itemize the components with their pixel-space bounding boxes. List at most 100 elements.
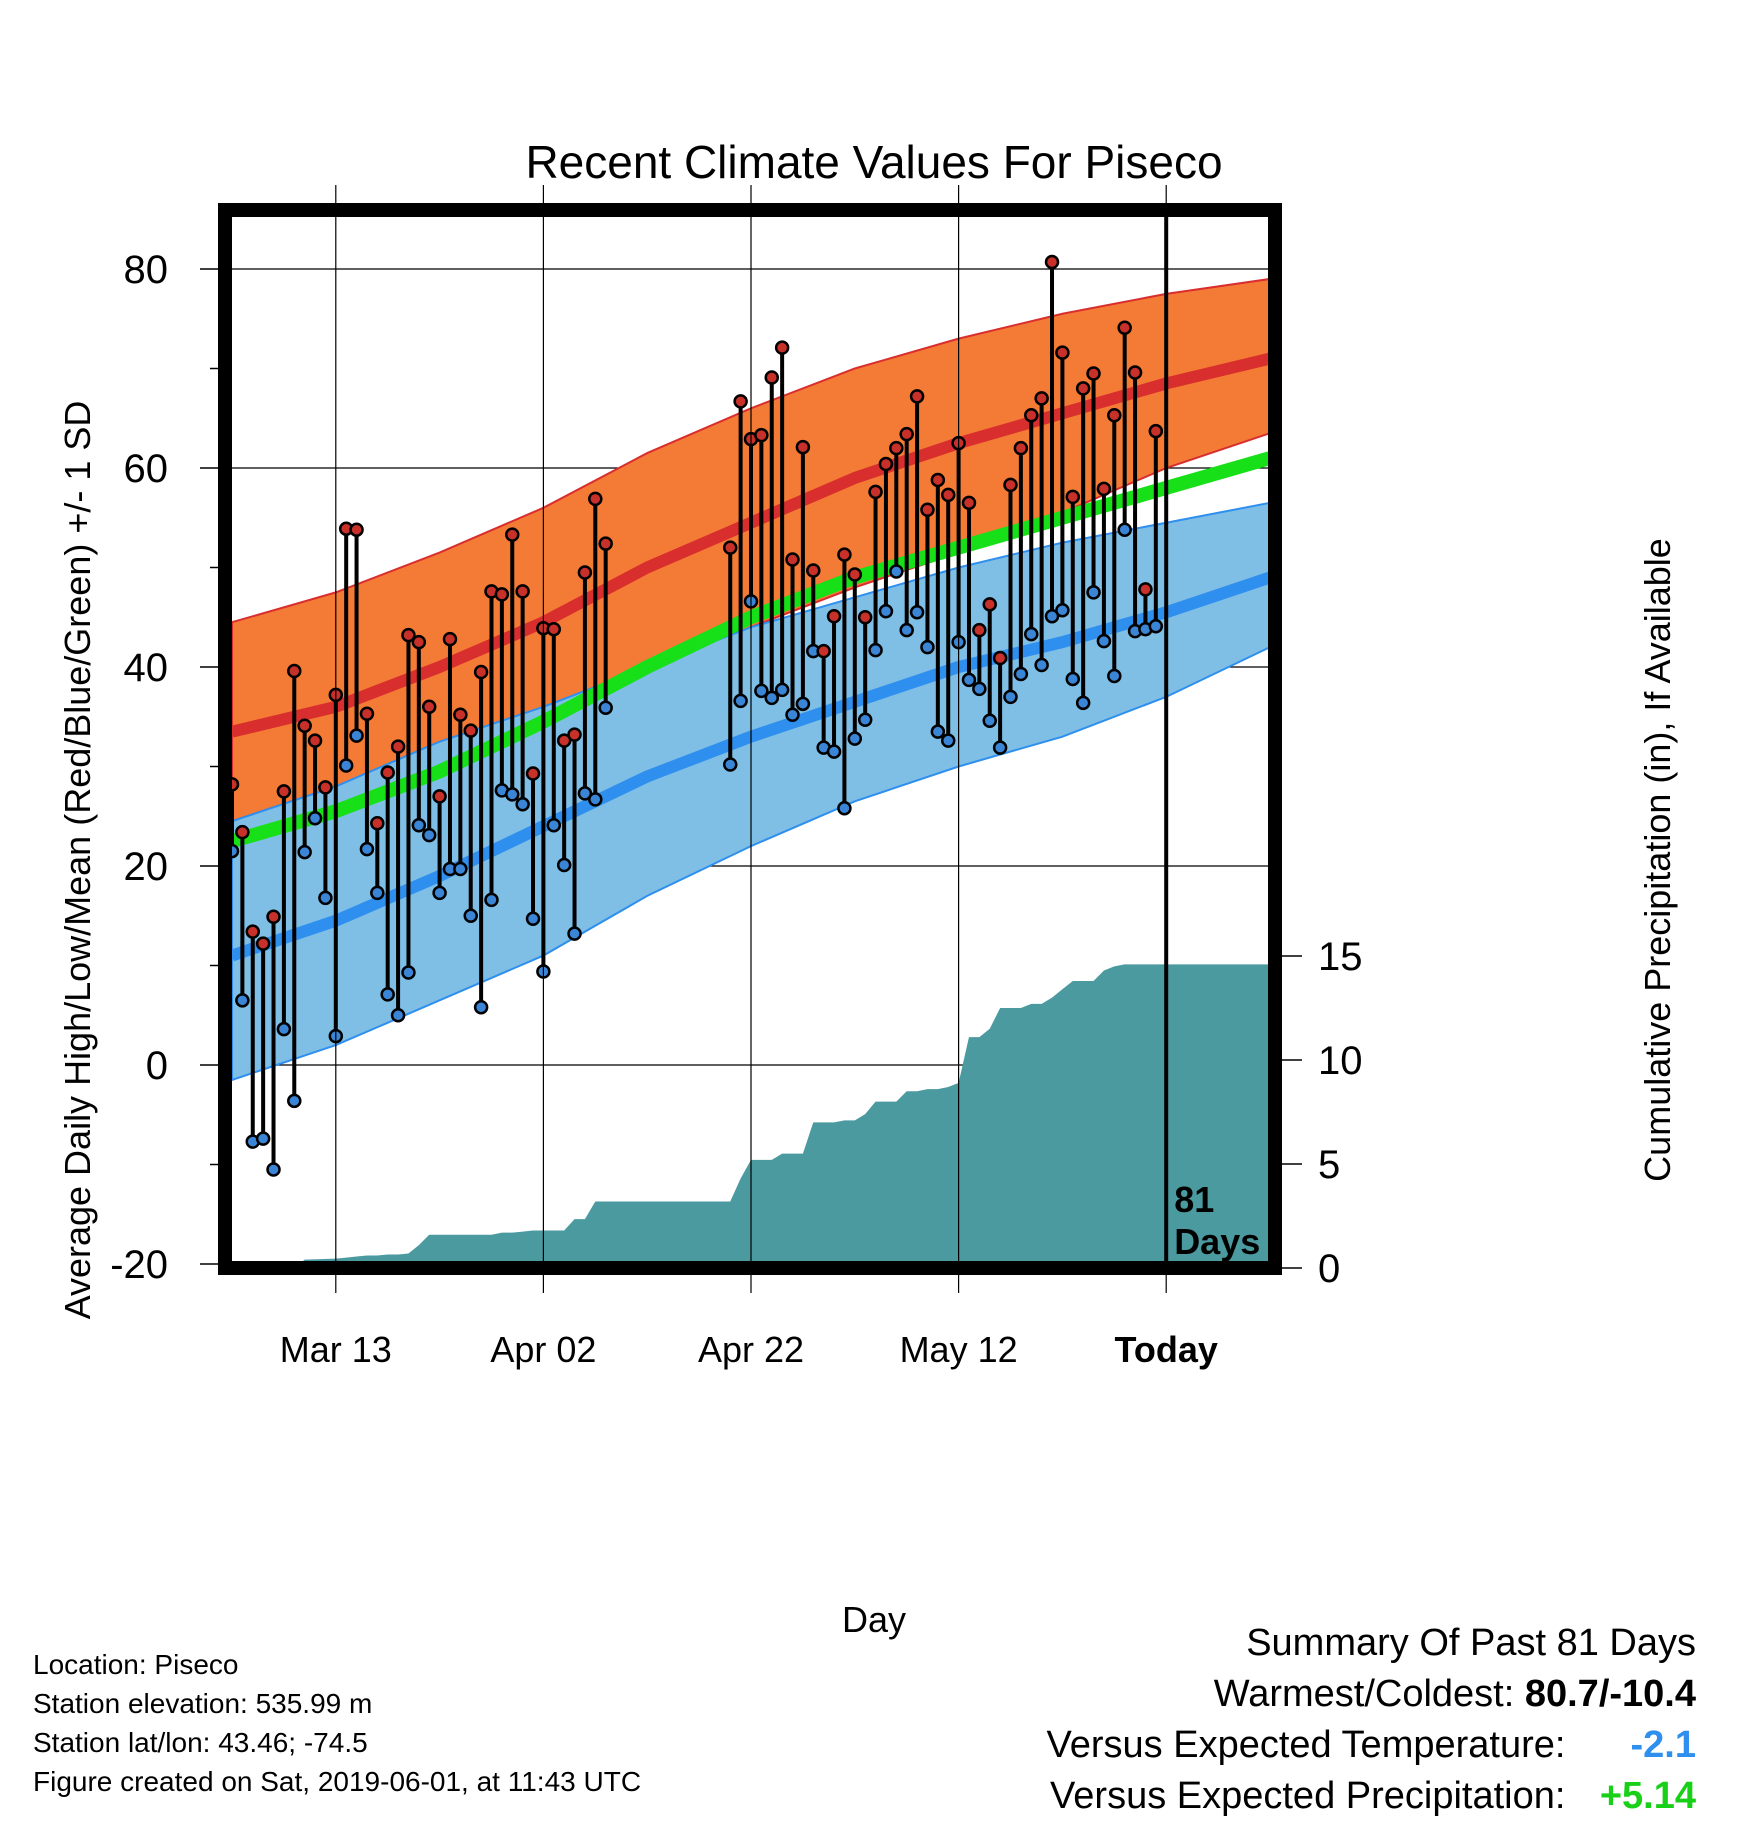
low-point [826,744,842,759]
high-point [432,789,447,804]
high-point [878,456,894,472]
high-point [442,631,458,647]
high-point [754,427,769,443]
high-point [515,584,530,599]
temp-departure-row: Versus Expected Temperature: -2.1 [1047,1720,1696,1771]
low-point [764,690,780,706]
high-point [307,733,323,748]
high-point [899,426,914,442]
low-point [774,682,790,698]
high-point [588,491,603,507]
low-point [1086,585,1101,600]
temp-departure-value: -2.1 [1630,1724,1696,1766]
low-point [982,713,997,728]
today-days-unit: Days [1174,1221,1260,1262]
low-point [266,1162,281,1177]
high-point [785,552,800,567]
low-point [556,857,572,873]
high-point [1138,582,1153,597]
low-point [1055,603,1070,618]
low-point [1148,618,1164,634]
low-point [287,1093,302,1109]
low-point [505,787,520,802]
latlon-text: Station lat/lon: 43.46; -74.5 [33,1727,368,1758]
low-point [847,731,863,746]
low-point [515,797,530,812]
high-point [349,522,364,537]
low-point [992,740,1008,755]
x-tick-label: Apr 02 [490,1329,596,1370]
high-point [505,527,520,542]
low-point [1013,666,1029,682]
high-point [266,909,281,924]
chart-title: Recent Climate Values For Piseco [525,136,1222,188]
low-point [857,712,873,727]
high-point [1055,345,1070,360]
low-point [930,724,946,739]
high-point [380,765,395,780]
high-point [1075,381,1091,396]
high-point [764,370,780,385]
plot-inner [225,254,1275,1268]
low-point [421,827,437,843]
high-point [961,495,977,511]
high-point [733,394,748,409]
low-point [463,908,478,923]
low-point [1117,522,1132,537]
high-point [235,824,250,840]
low-point [837,801,852,816]
y2-axis-label: Cumulative Precipitation (in), If Availa… [1637,538,1678,1182]
x-axis-label: Day [842,1599,906,1640]
x-tick-label: Mar 13 [280,1329,392,1370]
high-point [1065,489,1081,505]
high-point [421,699,437,715]
high-point [494,587,510,602]
low-point [235,993,250,1008]
high-point [453,707,468,723]
high-point [598,536,613,551]
high-point [390,739,406,754]
low-point [909,605,925,620]
y-axis-label: Average Daily High/Low/Mean (Red/Blue/Gr… [57,401,98,1320]
axes: -20 0 20 40 60 80 0 5 10 15 Mar 13 Apr 02 Apr 22 May … [110,248,1362,1370]
y-tick-label: 60 [124,447,169,491]
precip-area [232,964,1270,1268]
low-point [588,792,603,807]
low-point [318,890,333,906]
low-point [525,911,541,926]
high-point [276,784,292,799]
low-point [390,1008,406,1023]
low-point [473,1000,489,1015]
low-point [899,622,914,638]
low-point [380,987,395,1002]
y-tick-label: -20 [110,1243,168,1287]
warmest-coldest-row: Warmest/Coldest: 80.7/-10.4 [1047,1669,1696,1720]
low-point [432,885,447,901]
y-tick-label: 40 [124,646,169,690]
high-point [940,487,956,503]
low-point [484,892,499,908]
high-point [1148,423,1164,439]
low-point [453,861,468,877]
warmest-coldest-value: 80.7/-10.4 [1524,1673,1696,1715]
low-point [1075,695,1091,711]
low-point [411,817,427,833]
high-point [1107,408,1122,423]
y2-tick-label: 0 [1318,1247,1340,1291]
high-point [972,622,987,638]
low-point [785,707,800,723]
low-point [722,757,738,772]
low-point [307,810,323,826]
high-point [837,547,852,562]
low-point [1065,671,1081,687]
high-point [567,727,582,742]
high-point [1086,366,1101,381]
summary-panel: Summary Of Past 81 Days Warmest/Coldest:… [1047,1618,1696,1822]
low-point [349,728,364,743]
plot-frame [218,203,1282,1275]
low-point [1107,668,1122,684]
high-point [982,597,997,612]
today-days-count: 81 [1174,1179,1214,1220]
y-tick-label: 80 [124,248,169,292]
